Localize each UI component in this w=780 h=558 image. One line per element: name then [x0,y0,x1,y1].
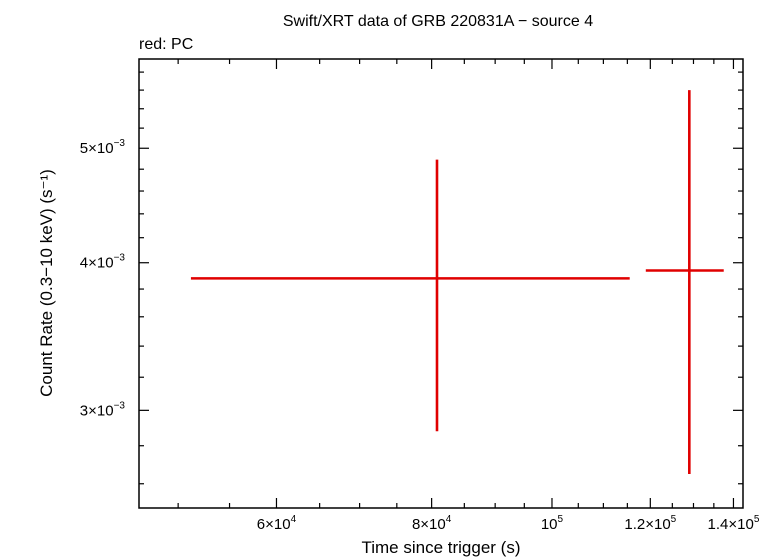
y-tick-label: 5×10−3 [80,138,126,157]
x-tick-label: 1.2×105 [624,514,676,533]
y-tick-label: 4×10−3 [80,253,126,272]
plot-frame [138,58,744,509]
y-tick-label: 3×10−3 [80,400,126,419]
chart-title: Swift/XRT data of GRB 220831A − source 4 [283,13,593,30]
x-tick-labels: 6×104 8×104 105 1.2×105 1.4×105 [257,514,760,533]
chart-subtitle: red: PC [139,36,193,53]
y-axis-label: Count Rate (0.3−10 keV) (s⁻¹) [37,169,56,397]
data-series [190,90,724,474]
data-point [190,159,630,432]
data-point [645,90,724,474]
x-tick-label: 1.4×105 [708,514,760,533]
axis-ticks [139,59,743,508]
x-tick-label: 8×104 [412,514,452,533]
x-tick-label: 105 [541,514,564,533]
x-axis-label: Time since trigger (s) [361,538,520,557]
y-tick-labels: 3×10−3 4×10−3 5×10−3 [80,138,126,419]
x-tick-label: 6×104 [257,514,297,533]
